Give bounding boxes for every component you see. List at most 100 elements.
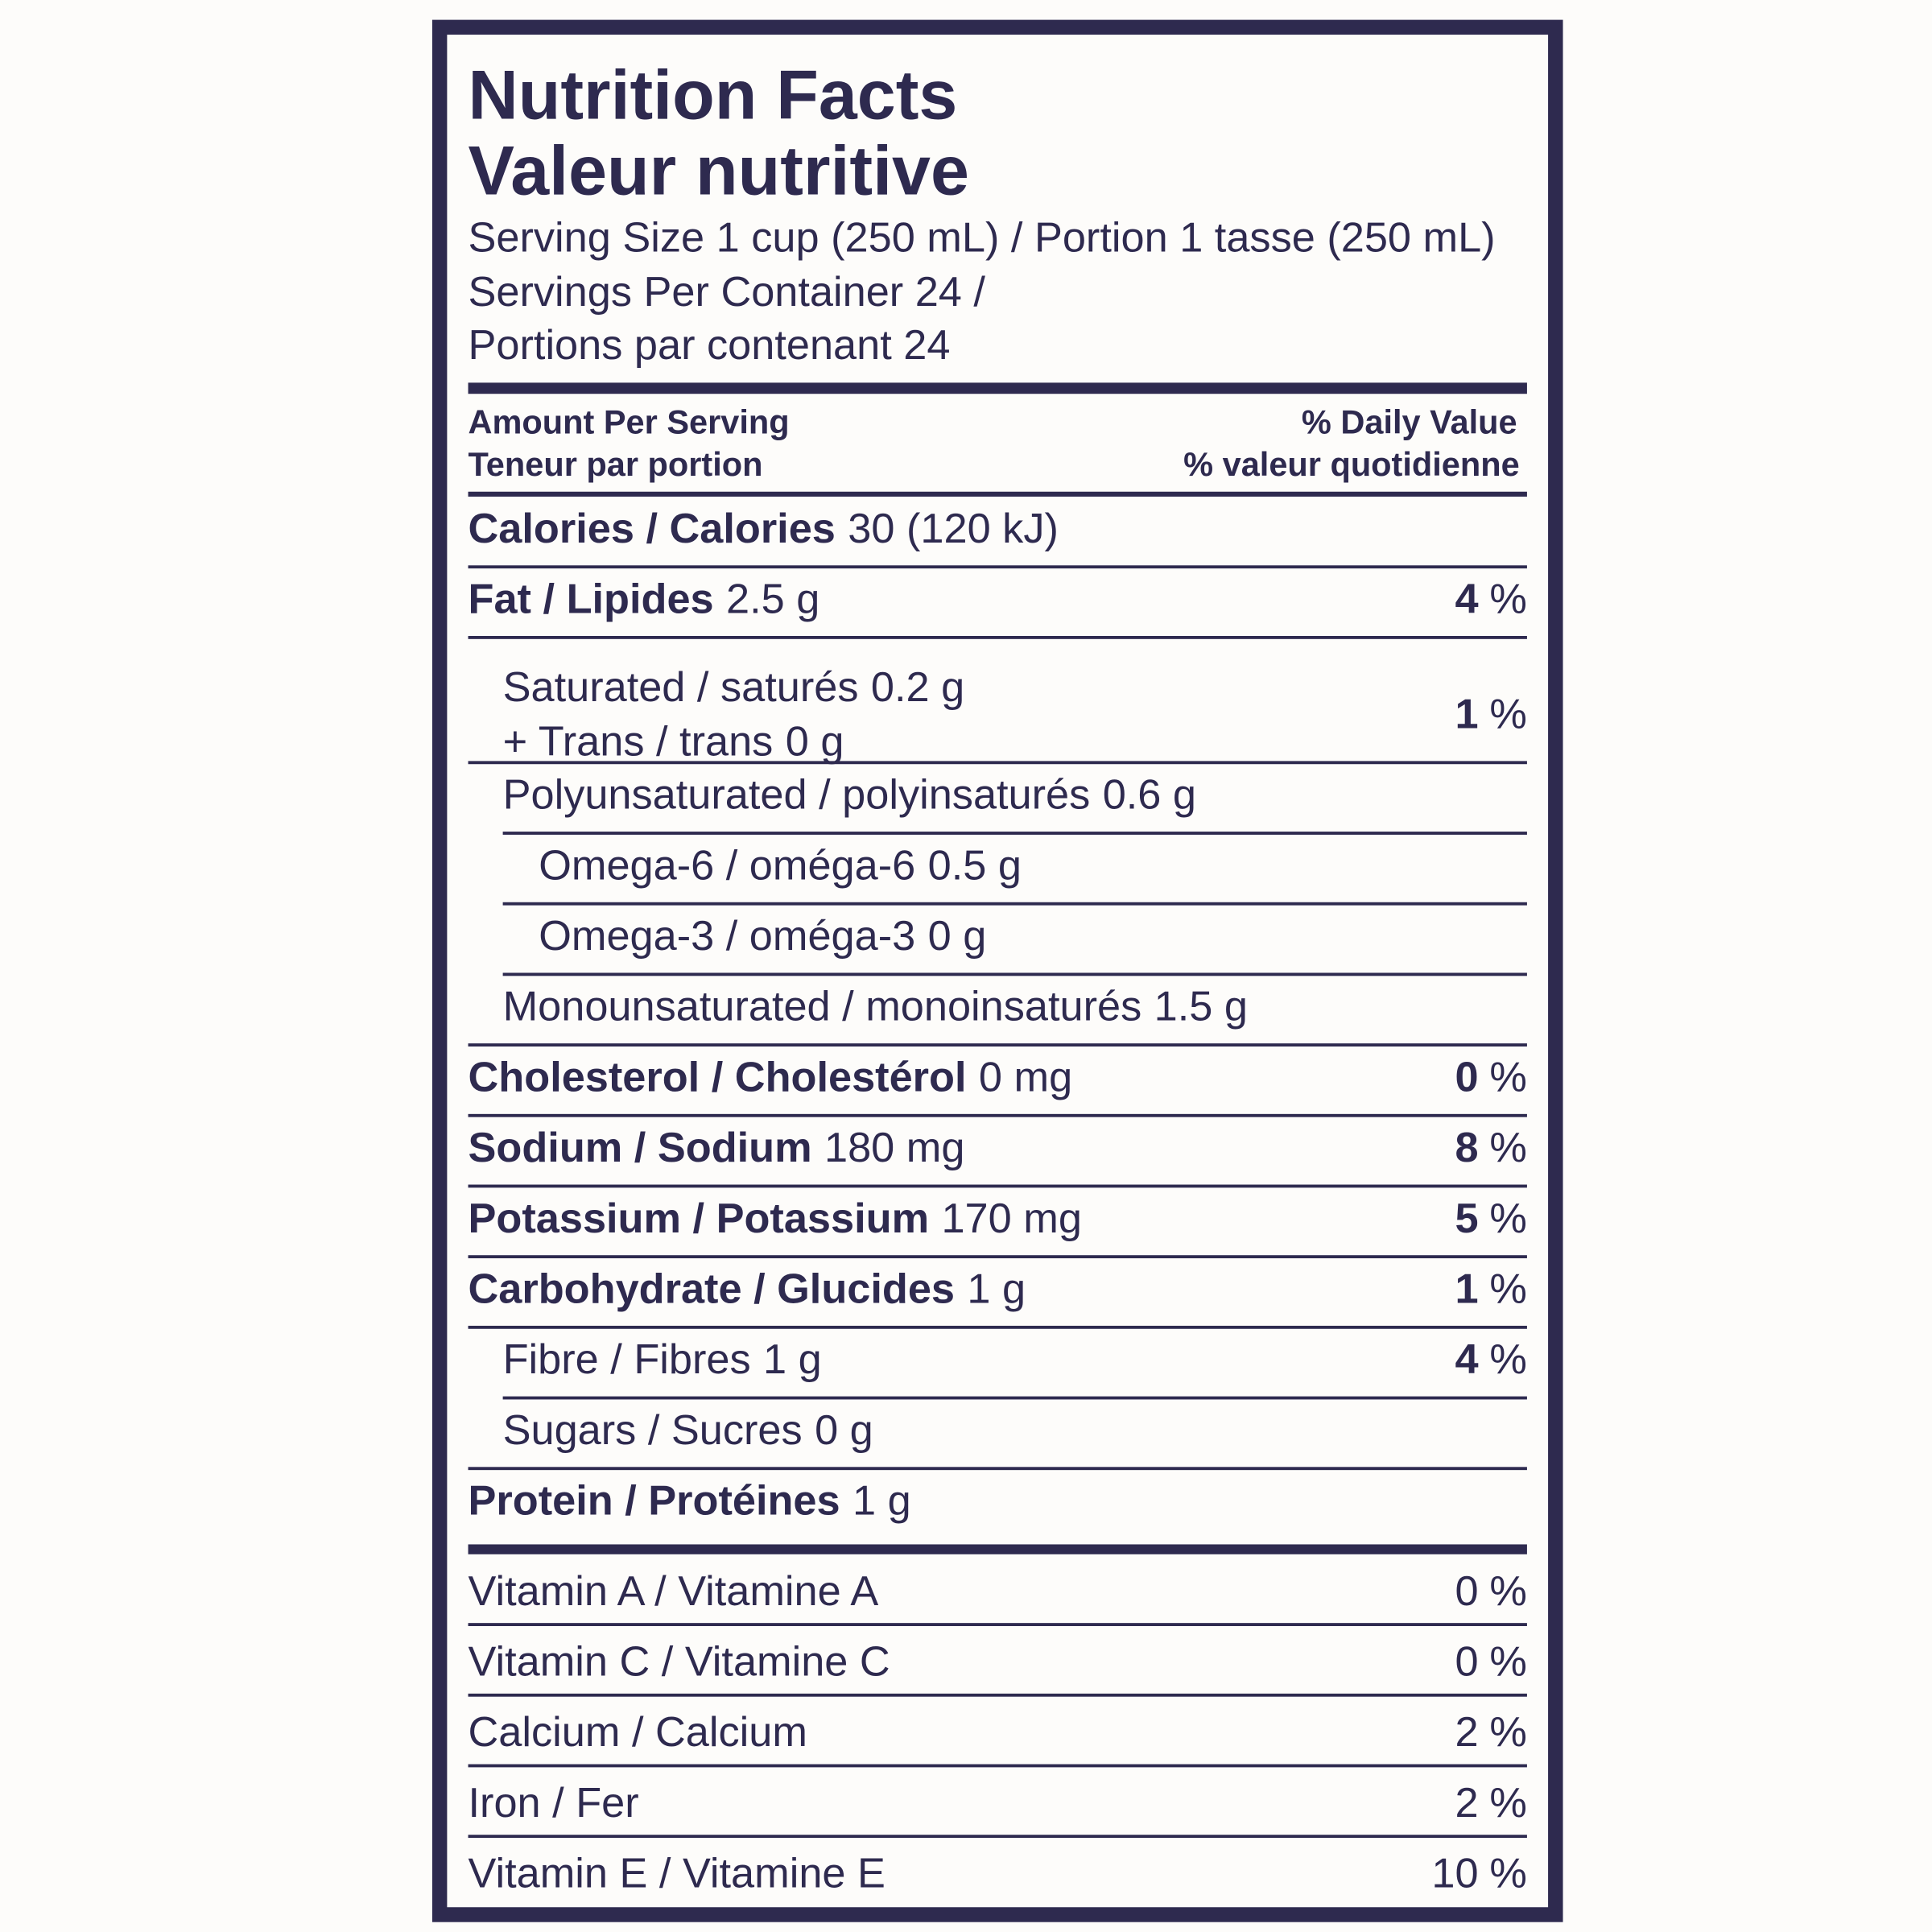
dv-unit: % [1489,1125,1527,1171]
nutrient-amount: 1 g [852,1478,911,1525]
rule [468,1043,1527,1046]
daily-value: 8% [1455,1125,1526,1171]
daily-value: 2% [1455,1780,1526,1827]
nutrient-name: Protein / Protéines [469,1478,840,1525]
nutrient-amount: 0 g [815,1407,873,1454]
dv-unit: % [1489,1195,1527,1242]
dv-number: 8 [1455,1125,1478,1171]
dv-number: 4 [1455,1336,1478,1383]
vitamin-name: Iron / Fer [469,1780,639,1827]
nutrient-name: Fibre / Fibres [503,1336,751,1383]
nutrient: Omega-6 / oméga-6 0.5 g [539,842,1022,889]
dv-number: 1 [1455,1265,1478,1312]
thick-rule [468,1544,1527,1554]
label-border [431,19,1563,1922]
dv-unit: % [1489,691,1527,738]
vitamin-name: Vitamin E / Vitamine E [469,1851,886,1897]
vitamin-name: Vitamin A / Vitamine A [469,1568,879,1615]
nutrient: + Trans / trans 0 g [503,718,844,765]
dv-number: 1 [1455,691,1478,738]
nutrient-amount: 0.5 g [928,842,1022,889]
daily-value: 1% [1455,691,1526,738]
nutrient-name: Carbohydrate / Glucides [469,1265,955,1312]
rule [468,491,1527,497]
nutrient: Protein / Protéines 1 g [469,1478,911,1525]
dv-number: 5 [1455,1195,1478,1242]
nutrient-amount: 0.2 g [871,664,964,711]
title: Valeur nutritive [469,133,969,210]
dv-unit: % [1489,1851,1527,1897]
nutrient-amount: 1 g [763,1336,822,1383]
vitamin-name: Calcium / Calcium [469,1709,807,1756]
nutrient-name: Omega-6 / oméga-6 [539,842,915,889]
dv-label: % Daily Value [1302,402,1517,440]
dv-number: 0 [1455,1568,1478,1615]
nutrient-name: Fat / Lipides [469,576,714,623]
daily-value: 4% [1455,1336,1526,1383]
nutrient-amount: 30 (120 kJ) [848,506,1059,552]
dv-number: 10 [1431,1851,1478,1897]
rule [468,1623,1527,1626]
dv-unit: % [1489,1054,1527,1100]
nutrient-amount: 0.6 g [1103,772,1196,819]
daily-value: 0% [1455,1568,1526,1615]
rule [468,761,1527,765]
rule [468,1184,1527,1188]
nutrient: Cholesterol / Cholestérol 0 mg [469,1054,1073,1100]
nutrient: Saturated / saturés 0.2 g [503,664,965,711]
nutrient-name: Polyunsaturated / polyinsaturés [503,772,1091,819]
nutrient-amount: 0 g [786,718,844,765]
rule [468,1835,1527,1839]
nutrient: Sugars / Sucres 0 g [503,1407,873,1454]
nutrient: Potassium / Potassium 170 mg [469,1195,1082,1242]
daily-value: 1% [1455,1265,1526,1312]
nutrient: Fat / Lipides 2.5 g [469,576,820,623]
rule [502,832,1527,835]
nutrient: Fibre / Fibres 1 g [503,1336,822,1383]
serving-info: Servings Per Container 24 / [469,269,986,316]
nutrient-name: Potassium / Potassium [469,1195,930,1242]
nutrient: Monounsaturated / monoinsaturés 1.5 g [503,984,1248,1030]
daily-value: 5% [1455,1195,1526,1242]
nutrient: Sodium / Sodium 180 mg [469,1125,965,1171]
nutrient: Calories / Calories 30 (120 kJ) [469,506,1059,552]
dv-unit: % [1489,576,1527,623]
rule [468,1113,1527,1117]
daily-value: 2% [1455,1709,1526,1756]
nutrient-amount: 180 mg [824,1125,964,1171]
title: Nutrition Facts [469,57,958,134]
dv-unit: % [1489,1336,1527,1383]
serving-info: Portions par contenant 24 [469,322,951,369]
nutrient-amount: 170 mg [941,1195,1081,1242]
daily-value: 0% [1455,1054,1526,1100]
vitamin-name: Vitamin C / Vitamine C [469,1639,890,1686]
dv-unit: % [1489,1709,1527,1756]
nutrient-amount: 0 g [928,913,987,960]
daily-value: 0% [1455,1639,1526,1686]
rule [468,636,1527,639]
rule [502,972,1527,976]
nutrient-amount: 0 mg [979,1054,1072,1100]
rule [468,565,1527,569]
dv-unit: % [1489,1568,1527,1615]
serving-info: Serving Size 1 cup (250 mL) / Portion 1 … [469,214,1496,261]
nutrient-name: Saturated / saturés [503,664,859,711]
thick-rule [468,382,1527,394]
rule [502,1396,1527,1400]
nutrient-name: Sodium / Sodium [469,1125,812,1171]
nutrient: Polyunsaturated / polyinsaturés 0.6 g [503,772,1196,819]
nutrient-amount: 2.5 g [726,576,819,623]
nutrient-name: + Trans / trans [503,718,774,765]
nutrient: Omega-3 / oméga-3 0 g [539,913,986,960]
dv-unit: % [1489,1265,1527,1312]
nutrient-name: Cholesterol / Cholestérol [469,1054,967,1100]
dv-number: 4 [1455,576,1478,623]
nutrient: Carbohydrate / Glucides 1 g [469,1265,1026,1312]
rule [468,1693,1527,1697]
rule [502,902,1527,906]
dv-number: 2 [1455,1709,1478,1756]
nutrient-name: Sugars / Sucres [503,1407,803,1454]
dv-unit: % [1489,1639,1527,1686]
